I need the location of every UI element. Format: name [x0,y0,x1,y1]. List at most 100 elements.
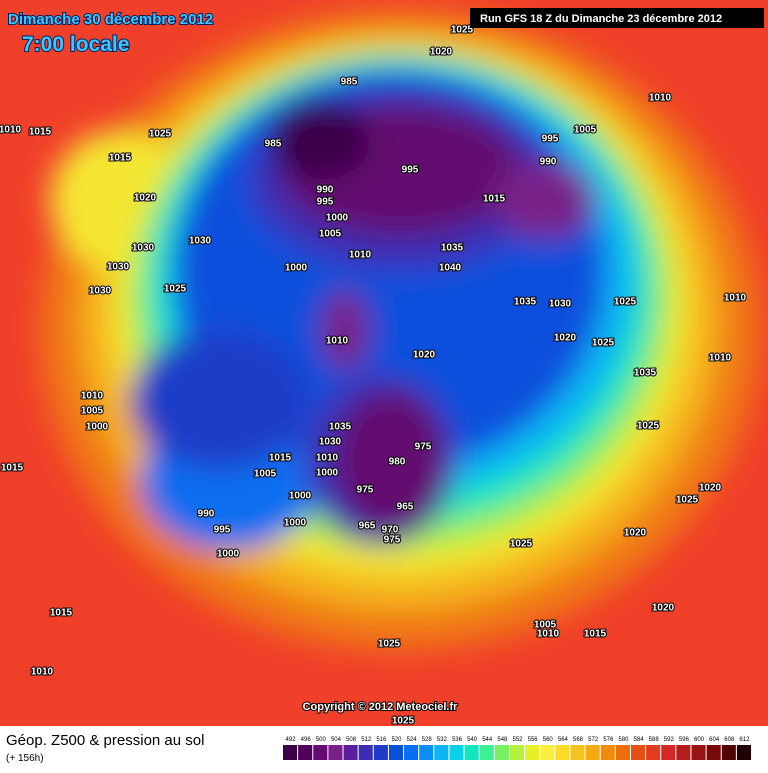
colorbar-label: 584 [634,737,645,743]
isobar-label: 995 [402,165,419,176]
colorbar-swatch [479,745,494,760]
colorbar-swatch [283,745,298,760]
isobar-label: 1015 [109,153,132,164]
colorbar-label: 592 [664,737,675,743]
isobar-label: 1010 [326,336,349,347]
colorbar-label: 516 [376,737,387,743]
colorbar-swatch [661,745,676,760]
isobar-label: 1030 [549,299,572,310]
isobar-label: 1000 [285,263,308,274]
colorbar-label: 544 [482,737,493,743]
colorbar-swatch [540,745,555,760]
isobar-label: 1015 [29,127,52,138]
isobar-label: 1005 [534,620,557,631]
isobar-label: 980 [389,457,406,468]
isobar-label: 1010 [709,353,732,364]
isobar-label: 1030 [319,437,342,448]
isobar-label: 1040 [439,263,462,274]
colorbar-label: 520 [391,737,402,743]
colorbar-label: 612 [739,737,750,743]
isobar-label: 1015 [1,463,24,474]
colorbar-swatch [313,745,328,760]
colorbar-swatch [494,745,509,760]
isobar-label: 1000 [289,491,312,502]
colorbar-label: 568 [573,737,584,743]
isobar-label: 1035 [329,422,352,433]
isobar-label: 1010 [649,93,672,104]
isobar-label: 975 [357,485,374,496]
colorbar-label: 588 [649,737,660,743]
colorbar-label: 496 [301,737,312,743]
isobar-label: 1025 [149,129,172,140]
isobar-label: 1000 [316,468,339,479]
colorbar-swatch [419,745,434,760]
isobar-label: 990 [198,509,215,520]
isobar-label: 1025 [637,421,660,432]
colorbar: 492 496 500 504 508 512 516 520 524 528 532 536 540 5… [283,737,751,760]
colorbar-swatch [388,745,404,760]
colorbar-label: 508 [346,737,357,743]
isobar-label: 965 [359,521,376,532]
isobar-label: 1020 [413,350,436,361]
isobar-label: 990 [317,185,334,196]
isobar-label: 1010 [349,250,372,261]
colorbar-label: 580 [618,737,629,743]
isobar-label: 1025 [392,716,415,727]
colorbar-label: 548 [497,737,508,743]
colorbar-swatch [404,745,419,760]
isobar-label: 1020 [554,333,577,344]
colorbar-label: 536 [452,737,463,743]
isobar-label: 1010 [724,293,747,304]
colorbar-swatch [555,745,570,760]
colorbar-swatch [691,745,706,760]
geopotential-field [40,10,760,650]
isobar-label: 1015 [50,608,73,619]
colorbar-label: 576 [603,737,614,743]
isobar-label: 1005 [81,406,104,417]
colorbar-label: 596 [679,737,690,743]
colorbar-swatch [298,745,313,760]
isobar-label: 990 [540,157,557,168]
isobar-label: 1030 [107,262,130,273]
isobar-label: 1020 [652,603,675,614]
colorbar-swatch [585,745,600,760]
colorbar-swatch [676,745,691,760]
colorbar-swatch [736,745,751,760]
colorbar-label: 600 [694,737,705,743]
colorbar-label: 492 [286,737,297,743]
run-banner [470,8,764,28]
colorbar-label: 524 [407,737,418,743]
isobar-label: 1000 [326,213,349,224]
isobar-label: 995 [542,134,559,145]
colorbar-swatch [615,745,630,760]
isobar-label: 1030 [132,243,155,254]
run-label: Run GFS 18 Z du Dimanche 23 décembre 201… [480,13,722,25]
isobar-label: 1015 [269,453,292,464]
isobar-label: 1030 [189,236,212,247]
isobar-label: 1025 [378,639,401,650]
isobar-label: 1010 [537,629,560,640]
isobar-label: 975 [384,535,401,546]
isobar-label: 1005 [319,229,342,240]
isobar-label: 1010 [0,125,22,136]
colorbar-label: 556 [528,737,539,743]
isobar-label: 1015 [483,194,506,205]
isobar-label: 1035 [514,297,537,308]
colorbar-swatch [646,745,661,760]
isobar-label: 1020 [134,193,157,204]
colorbar-label: 500 [316,737,327,743]
colorbar-swatch [358,745,373,760]
isobar-label: 1020 [699,483,722,494]
colorbar-label: 504 [331,737,342,743]
colorbar-swatch [630,745,646,760]
isobar-label: 970 [382,525,399,536]
isobar-label: 1025 [451,25,474,36]
isobar-label: 1025 [614,297,637,308]
isobar-label: 1005 [574,125,597,136]
isobar-label: 1030 [89,286,112,297]
colorbar-swatch [509,745,525,760]
isobar-label: 985 [341,77,358,88]
isobar-label: 1000 [86,422,109,433]
